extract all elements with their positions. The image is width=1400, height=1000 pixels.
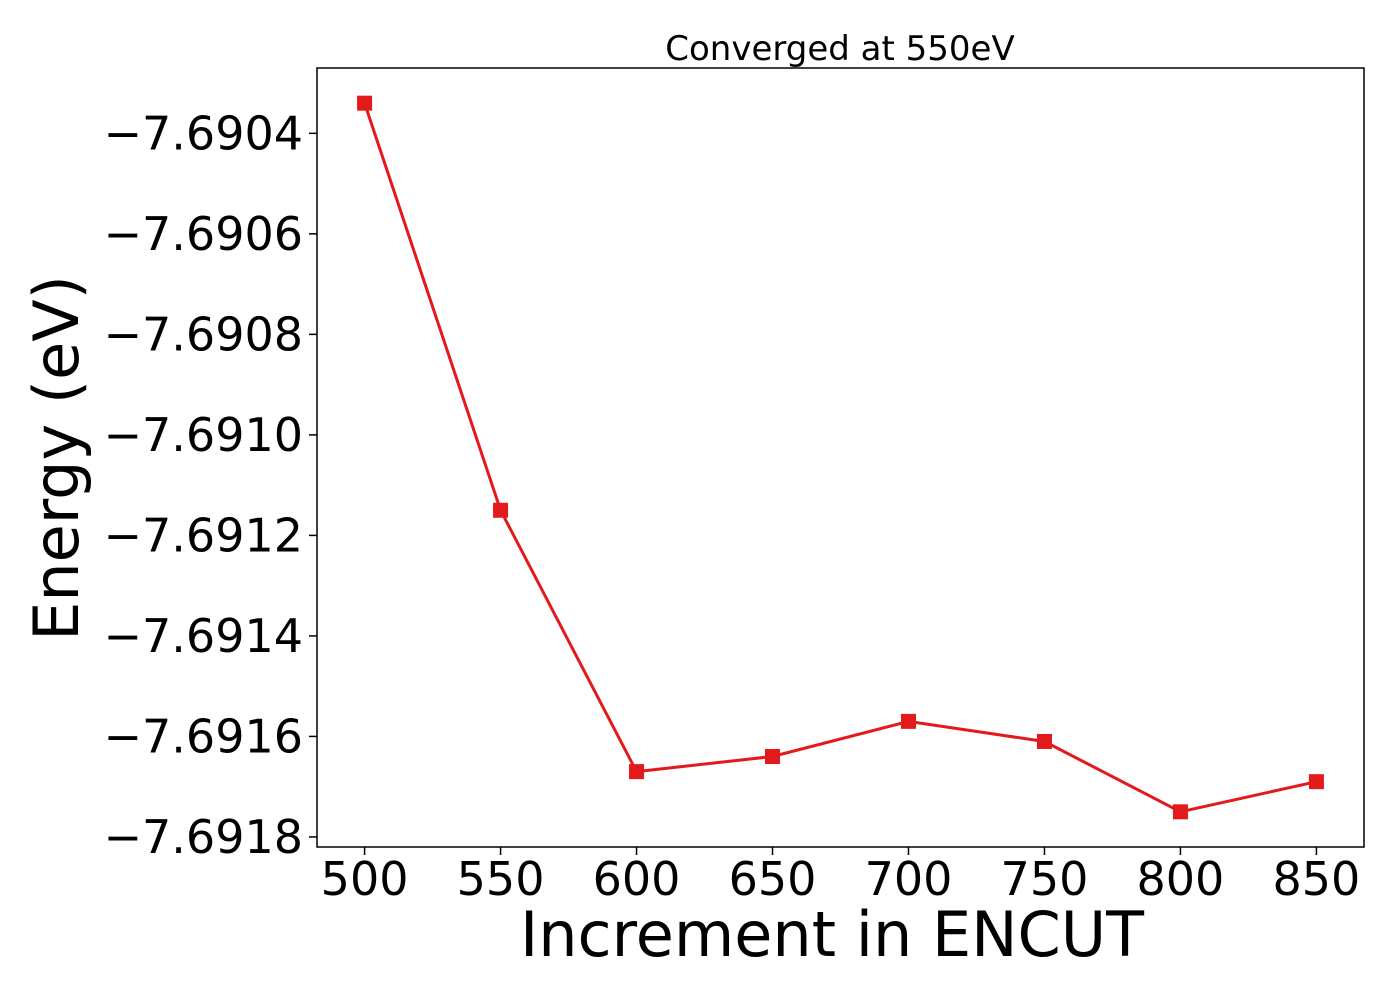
data-point-700: [900, 713, 916, 729]
y-tick-label: −7.6910: [104, 408, 304, 462]
data-point-600: [629, 764, 645, 780]
x-tick-label: 850: [1273, 852, 1361, 906]
x-tick-label: 700: [865, 852, 953, 906]
y-tick-label: −7.6904: [104, 106, 304, 160]
y-tick-label: −7.6918: [104, 810, 304, 864]
y-tick-label: −7.6906: [104, 207, 304, 261]
y-tick-label: −7.6914: [104, 609, 304, 663]
plot-frame: [316, 67, 1365, 848]
x-tick-label: 800: [1137, 852, 1225, 906]
data-point-650: [765, 749, 781, 765]
data-point-750: [1036, 733, 1052, 749]
x-tick-label: 550: [457, 852, 545, 906]
x-tick-label: 600: [593, 852, 681, 906]
y-tick-label: −7.6908: [104, 307, 304, 361]
x-tick-label: 750: [1001, 852, 1089, 906]
chart-title: Converged at 550eV: [665, 29, 1014, 69]
data-point-500: [357, 95, 373, 111]
y-tick-label: −7.6916: [104, 709, 304, 763]
series-line: [363, 102, 1317, 814]
data-point-850: [1308, 774, 1324, 790]
x-axis-title: Increment in ENCUT: [520, 898, 1145, 971]
data-point-550: [493, 502, 509, 518]
data-point-800: [1172, 804, 1188, 820]
x-tick-label: 650: [729, 852, 817, 906]
x-axis: 500 550 600 650 700 750 800 850: [321, 847, 1361, 906]
y-axis: −7.6918 −7.6916 −7.6914 −7.6912 −7.6910 −7.69…: [104, 106, 317, 864]
plot-area: [357, 95, 1324, 820]
y-axis-title: Energy (eV): [20, 275, 93, 641]
y-tick-label: −7.6912: [104, 508, 304, 562]
x-tick-label: 500: [321, 852, 409, 906]
